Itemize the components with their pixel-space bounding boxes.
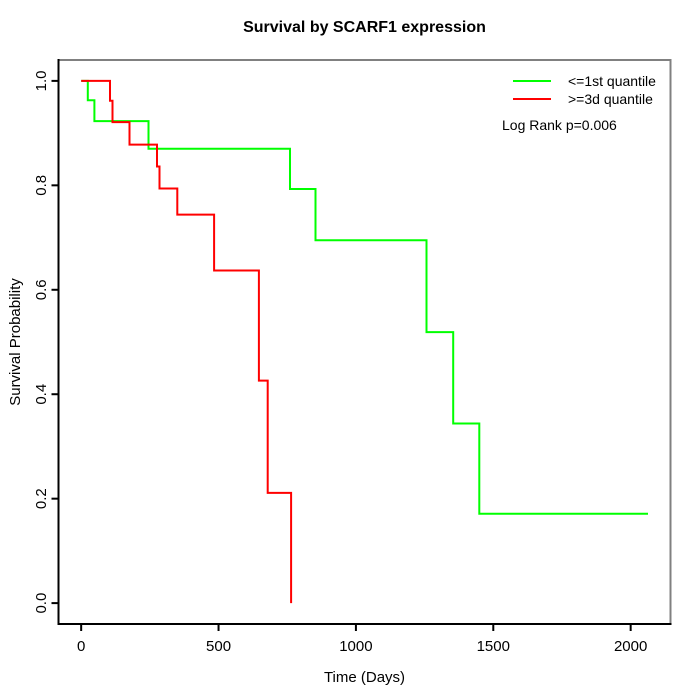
- y-tick-label: 1.0: [33, 70, 50, 91]
- legend-item: >=3d quantile: [513, 90, 656, 108]
- legend-item: <=1st quantile: [513, 72, 656, 90]
- x-tick-label: 1500: [477, 638, 510, 655]
- x-axis-label: Time (Days): [323, 669, 406, 686]
- y-axis-label: Survival Probability: [7, 278, 24, 406]
- y-tick-label: 0.0: [33, 593, 50, 614]
- survival-curve-green: [81, 79, 648, 515]
- legend-item-label: >=3d quantile: [568, 91, 653, 107]
- legend-line-swatch-red: [513, 98, 551, 100]
- y-tick-label: 0.2: [33, 488, 50, 509]
- survival-curve-red: [81, 79, 293, 604]
- x-tick-label: 0: [77, 638, 85, 655]
- chart-title: Survival by SCARF1 expression: [243, 19, 486, 36]
- log-rank-annotation: Log Rank p=0.006: [502, 117, 617, 133]
- legend-item-label: <=1st quantile: [568, 73, 656, 89]
- y-tick-label: 0.6: [33, 279, 50, 300]
- legend: <=1st quantile >=3d quantile: [513, 72, 656, 108]
- y-tick-label: 0.4: [33, 384, 50, 405]
- legend-line-swatch-green: [513, 80, 551, 82]
- x-tick-label: 500: [206, 638, 231, 655]
- x-tick-label: 1000: [339, 638, 372, 655]
- y-tick-label: 0.8: [33, 175, 50, 196]
- x-tick-label: 2000: [614, 638, 647, 655]
